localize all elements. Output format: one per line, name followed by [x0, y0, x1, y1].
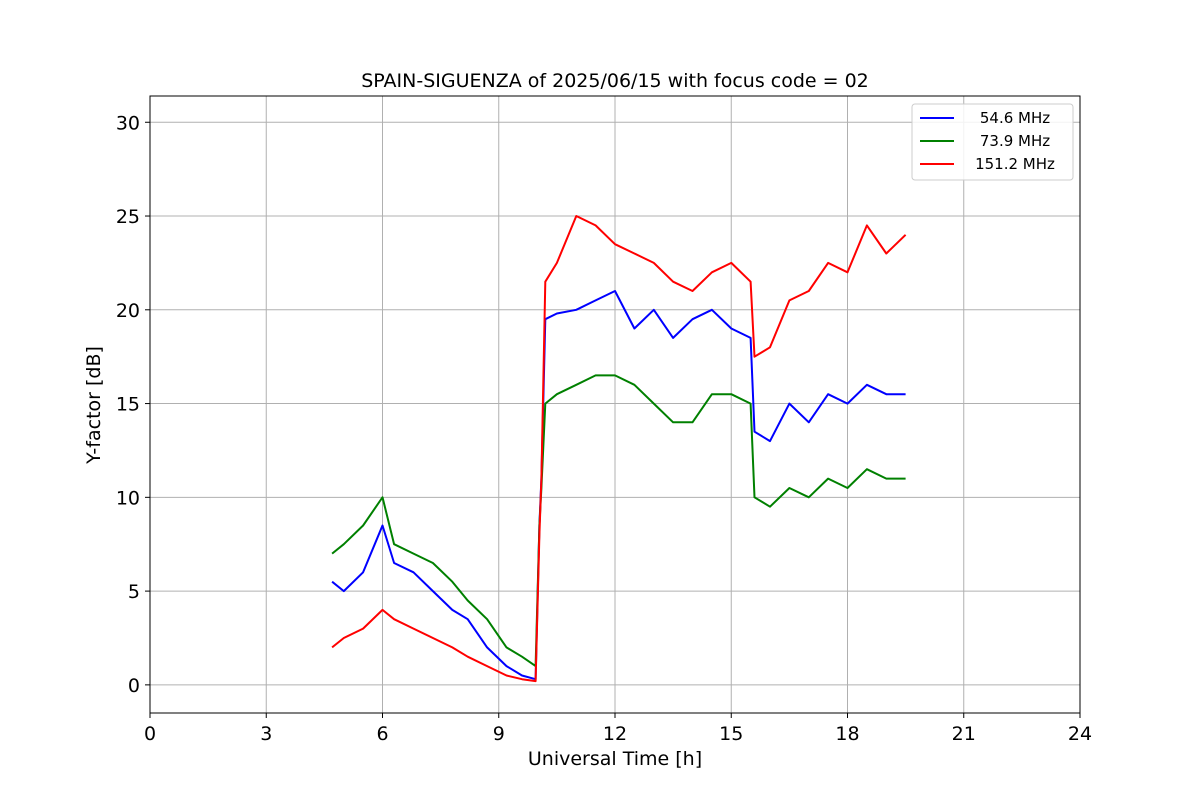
series-layer	[331, 215, 907, 683]
x-tick-label: 9	[493, 723, 505, 745]
y-tick-label: 5	[128, 581, 140, 603]
x-tick-label: 18	[835, 723, 859, 745]
x-tick-label: 6	[376, 723, 388, 745]
y-tick-label: 20	[116, 300, 140, 322]
y-tick-label: 15	[116, 394, 140, 416]
legend-items: 54.6 MHz 73.9 MHz 151.2 MHz	[920, 109, 1055, 173]
ticks: 0 3 6 9 12 15 18 21 24 0 5 10 15 20 25 30	[116, 112, 1092, 745]
x-tick-label: 3	[260, 723, 272, 745]
y-tick-label: 0	[128, 675, 140, 697]
legend-box	[911, 103, 1074, 181]
legend-label: 54.6 MHz	[980, 109, 1050, 127]
y-tick-label: 25	[116, 206, 140, 228]
legend-label: 151.2 MHz	[975, 155, 1055, 173]
legend-label: 73.9 MHz	[980, 132, 1050, 150]
x-axis-label: Universal Time [h]	[528, 748, 702, 770]
y-axis-label: Y-factor [dB]	[83, 346, 105, 465]
x-tick-label: 0	[144, 723, 156, 745]
x-tick-label: 15	[719, 723, 743, 745]
legend: 54.6 MHz 73.9 MHz 151.2 MHz	[911, 103, 1074, 181]
series-line-3	[331, 215, 907, 683]
y-tick-label: 10	[116, 487, 140, 509]
x-tick-label: 12	[603, 723, 627, 745]
x-tick-label: 24	[1068, 723, 1092, 745]
x-tick-label: 21	[952, 723, 976, 745]
series-line-2	[331, 374, 906, 668]
chart-title: SPAIN-SIGUENZA of 2025/06/15 with focus …	[361, 70, 869, 92]
y-tick-label: 30	[116, 112, 140, 134]
series-line-1	[331, 290, 906, 681]
